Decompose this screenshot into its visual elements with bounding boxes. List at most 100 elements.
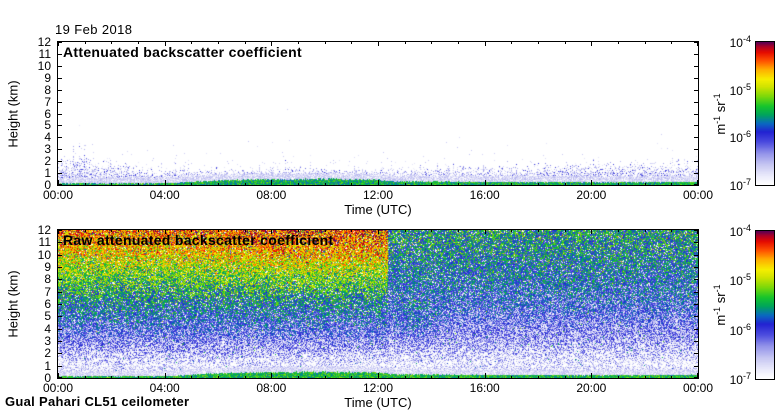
axis-tick — [58, 54, 62, 55]
panel2-xaxis-label: Time (UTC) — [344, 395, 412, 410]
axis-tick — [694, 255, 698, 256]
axis-tick — [694, 242, 698, 243]
colorbar-tick-label: 10-5 — [729, 272, 751, 289]
panel1-title: Attenuated backscatter coefficient — [63, 44, 302, 60]
axis-tick — [165, 373, 166, 378]
y-tick-label: 8 — [44, 272, 51, 287]
y-tick-label: 12 — [37, 223, 51, 237]
panel1-colorbar: 10-4 10-5 10-6 10-7 m-1 sr-1 — [712, 34, 775, 193]
axis-tick — [58, 90, 62, 91]
axis-tick — [458, 376, 459, 378]
axis-tick — [671, 42, 672, 44]
y-tick-label: 8 — [44, 82, 51, 97]
axis-tick — [58, 180, 59, 185]
axis-tick — [58, 173, 62, 174]
axis-tick — [58, 230, 59, 234]
axis-tick — [85, 376, 86, 378]
axis-tick — [645, 183, 646, 185]
colorbar-tick-label: 10-6 — [729, 129, 751, 146]
axis-tick — [111, 183, 112, 185]
axis-tick — [58, 304, 62, 305]
axis-tick — [325, 376, 326, 378]
y-tick-label: 7 — [44, 94, 51, 109]
axis-tick — [694, 377, 698, 378]
axis-tick — [85, 230, 86, 232]
axis-tick — [138, 183, 139, 185]
axis-tick — [405, 42, 406, 44]
axis-tick — [351, 42, 352, 44]
axis-tick — [191, 230, 192, 232]
axis-tick — [58, 161, 62, 162]
axis-tick — [218, 42, 219, 44]
axis-tick — [111, 376, 112, 378]
axis-tick — [591, 180, 592, 185]
axis-tick — [298, 42, 299, 44]
x-tick-label: 12:00 — [362, 188, 394, 202]
axis-tick — [58, 149, 62, 150]
date-label: 19 Feb 2018 — [55, 22, 133, 37]
axis-tick — [694, 54, 698, 55]
axis-tick — [58, 267, 62, 268]
y-tick-label: 12 — [37, 35, 51, 49]
axis-tick — [165, 180, 166, 185]
axis-tick — [694, 42, 698, 43]
axis-tick — [694, 304, 698, 305]
colorbar-tick-label: 10-6 — [729, 321, 751, 338]
y-tick-label: 9 — [44, 70, 51, 85]
y-tick-label: 3 — [44, 334, 51, 348]
axis-tick — [58, 329, 62, 330]
axis-tick — [58, 125, 62, 126]
axis-tick — [485, 230, 486, 234]
x-tick-label: 00:00 — [42, 188, 74, 202]
raw-backscatter-heatmap — [58, 230, 698, 378]
axis-tick — [58, 377, 62, 378]
axis-tick — [111, 42, 112, 44]
y-tick-label: 3 — [44, 142, 51, 157]
axis-tick — [245, 42, 246, 44]
x-tick-label: 08:00 — [256, 381, 287, 395]
axis-tick — [694, 329, 698, 330]
axis-tick — [58, 279, 62, 280]
panel2-colorbar-gradient — [756, 231, 774, 379]
axis-tick — [165, 42, 166, 46]
y-tick-label: 10 — [37, 58, 51, 73]
axis-tick — [58, 42, 62, 43]
axis-tick — [325, 183, 326, 185]
panel2-title: Raw attenuated backscatter coefficient — [63, 232, 334, 248]
axis-tick — [271, 373, 272, 378]
axis-tick — [694, 173, 698, 174]
axis-tick — [245, 183, 246, 185]
axis-tick — [138, 376, 139, 378]
axis-tick — [694, 366, 698, 367]
axis-tick — [694, 184, 698, 185]
axis-tick — [431, 183, 432, 185]
y-tick-label: 9 — [44, 260, 51, 274]
axis-tick — [565, 230, 566, 232]
axis-tick — [58, 341, 62, 342]
axis-tick — [111, 230, 112, 232]
y-tick-label: 4 — [44, 130, 51, 145]
attenuated-backscatter-panel: Attenuated backscatter coefficient Time … — [6, 35, 714, 217]
y-tick-label: 5 — [44, 118, 51, 133]
axis-tick — [645, 42, 646, 44]
axis-tick — [218, 230, 219, 232]
axis-tick — [58, 230, 62, 231]
panel2-colorbar: 10-4 10-5 10-6 10-7 m-1 sr-1 — [712, 223, 775, 387]
x-tick-label: 00:00 — [682, 188, 714, 202]
axis-tick — [58, 78, 62, 79]
axis-tick — [431, 230, 432, 232]
axis-tick — [58, 255, 62, 256]
axis-tick — [485, 373, 486, 378]
axis-tick — [458, 42, 459, 44]
axis-tick — [697, 230, 698, 234]
axis-tick — [694, 353, 698, 354]
y-tick-label: 11 — [38, 46, 51, 61]
x-tick-label: 04:00 — [149, 381, 180, 395]
y-tick-label: 10 — [37, 247, 51, 262]
y-tick-label: 1 — [44, 166, 51, 181]
colorbar-unit-label: m-1 sr-1 — [711, 92, 729, 135]
axis-tick — [138, 42, 139, 44]
panel1-yaxis-label: Height (km) — [5, 79, 21, 148]
attenuated-backscatter-heatmap — [58, 42, 698, 185]
